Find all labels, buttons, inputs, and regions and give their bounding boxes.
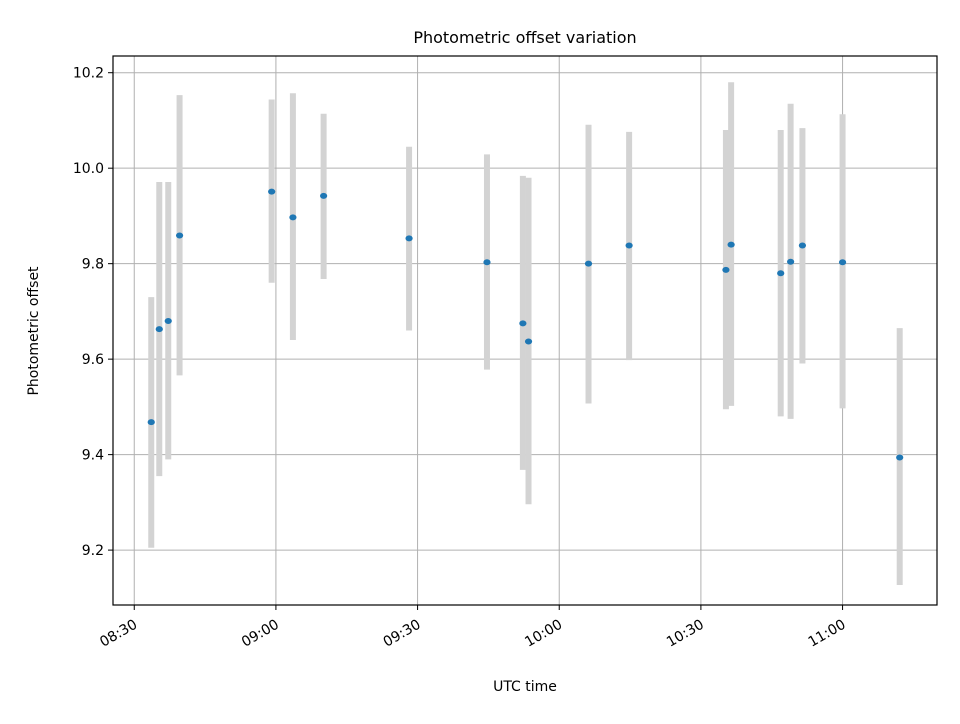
data-point [777,270,785,277]
y-tick-label: 9.8 [82,257,104,273]
data-point [155,326,163,333]
data-point [584,260,593,267]
y-tick-label: 9.6 [82,352,104,368]
plot-frame [112,55,938,606]
data-point [519,320,527,327]
data-point [896,454,904,461]
data-point [625,242,633,249]
x-axis-label: UTC time [493,679,557,695]
y-tick-label: 9.2 [82,543,104,559]
data-point [798,242,807,249]
data-point [787,258,795,265]
data-point [147,419,155,426]
data-point [524,338,533,345]
y-tick-label: 9.4 [82,448,104,464]
data-point [405,235,413,242]
data-point [727,241,735,248]
data-point [268,188,276,195]
data-point [722,266,730,273]
y-tick-label: 10.0 [73,161,104,177]
data-point [483,259,491,266]
data-point [838,259,847,266]
chart-title: Photometric offset variation [413,28,636,47]
data-points [147,188,904,461]
y-axis-ticks: 9.2 9.4 9.6 9.8 10.0 10.2 [73,66,113,559]
y-tick-label: 10.2 [73,66,104,82]
data-point [289,214,297,221]
data-point [175,232,184,239]
data-point [164,317,172,324]
data-point [320,192,328,199]
y-axis-label: Photometric offset [26,266,42,396]
